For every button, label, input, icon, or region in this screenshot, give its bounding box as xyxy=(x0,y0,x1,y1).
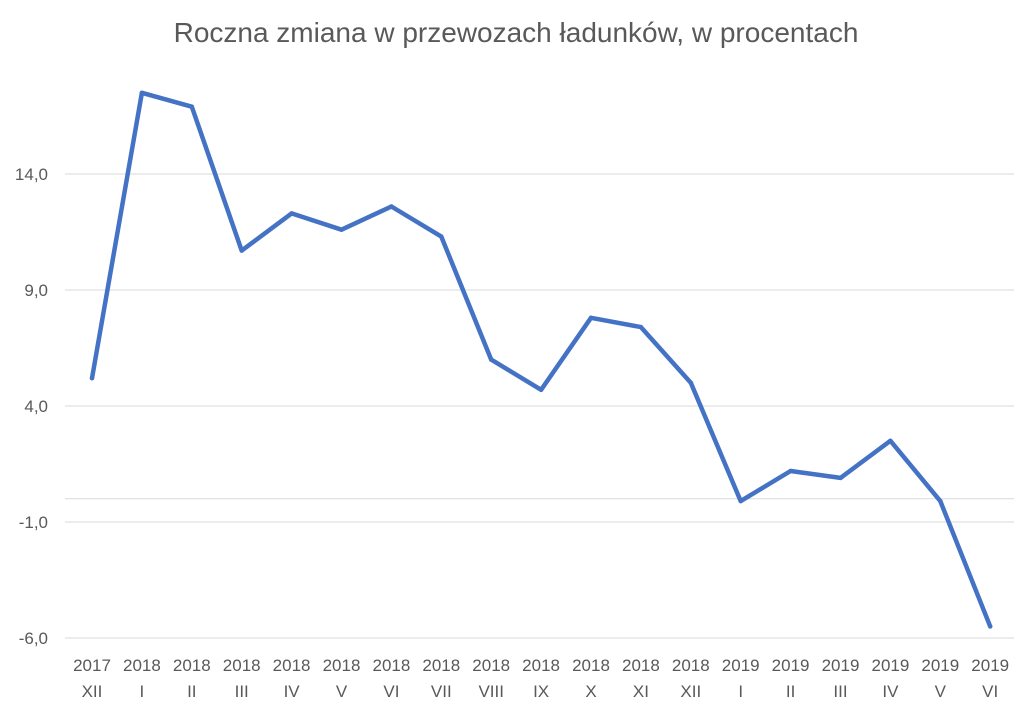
data-point xyxy=(89,375,95,381)
data-point xyxy=(638,324,644,330)
x-tick-year-label: 2018 xyxy=(472,656,510,675)
x-axis-tick-labels: 2017XII2018I2018II2018III2018IV2018V2018… xyxy=(73,656,1009,701)
x-tick-year-label: 2017 xyxy=(73,656,111,675)
x-tick-month-label: IV xyxy=(882,682,899,701)
x-tick-month-label: II xyxy=(786,682,795,701)
x-tick-year-label: 2018 xyxy=(672,656,710,675)
data-point xyxy=(988,624,993,629)
chart-title: Roczna zmiana w przewozach ładunków, w p… xyxy=(174,17,859,48)
data-point xyxy=(289,211,294,216)
x-tick-month-label: XII xyxy=(82,682,103,701)
data-point xyxy=(489,357,494,362)
x-tick-month-label: I xyxy=(738,682,743,701)
x-tick-year-label: 2019 xyxy=(871,656,909,675)
data-point xyxy=(688,380,693,385)
x-tick-month-label: X xyxy=(585,682,596,701)
data-point xyxy=(239,248,244,253)
data-point xyxy=(788,468,793,474)
x-tick-year-label: 2019 xyxy=(971,656,1009,675)
x-tick-month-label: IX xyxy=(533,682,549,701)
x-tick-month-label: XII xyxy=(680,682,701,701)
x-tick-year-label: 2018 xyxy=(572,656,610,675)
y-tick-label: -6,0 xyxy=(19,629,48,648)
x-tick-month-label: V xyxy=(336,682,348,701)
x-tick-year-label: 2018 xyxy=(223,656,261,675)
data-point xyxy=(888,438,893,443)
x-tick-month-label: III xyxy=(235,682,249,701)
x-tick-month-label: III xyxy=(833,682,847,701)
y-tick-label: 9,0 xyxy=(24,281,48,300)
y-axis-tick-labels: -6,0 -1,0 4,0 9,0 14,0 xyxy=(15,165,48,648)
data-point xyxy=(439,234,444,239)
x-tick-year-label: 2018 xyxy=(273,656,311,675)
x-tick-month-label: IV xyxy=(284,682,301,701)
x-tick-year-label: 2018 xyxy=(323,656,361,675)
x-tick-year-label: 2019 xyxy=(772,656,810,675)
x-tick-month-label: XI xyxy=(633,682,649,701)
data-point xyxy=(588,315,594,321)
y-tick-label: -1,0 xyxy=(19,513,48,532)
x-tick-year-label: 2018 xyxy=(422,656,460,675)
x-tick-year-label: 2019 xyxy=(722,656,760,675)
x-tick-year-label: 2018 xyxy=(372,656,410,675)
x-tick-year-label: 2018 xyxy=(173,656,211,675)
x-tick-year-label: 2018 xyxy=(522,656,560,675)
y-tick-label: 14,0 xyxy=(15,165,48,184)
data-point xyxy=(339,227,344,232)
data-point xyxy=(938,498,943,504)
x-tick-year-label: 2018 xyxy=(622,656,660,675)
x-tick-year-label: 2019 xyxy=(921,656,959,675)
y-tick-label: 4,0 xyxy=(24,397,48,416)
x-tick-month-label: VI xyxy=(982,682,998,701)
series-layer xyxy=(89,90,993,629)
data-point xyxy=(538,387,544,392)
x-tick-month-label: I xyxy=(140,682,145,701)
x-tick-month-label: V xyxy=(935,682,947,701)
series-line-0 xyxy=(89,90,993,629)
data-point xyxy=(139,90,145,96)
data-point xyxy=(738,498,743,504)
x-tick-month-label: VIII xyxy=(478,682,504,701)
data-point xyxy=(389,204,394,209)
x-tick-year-label: 2018 xyxy=(123,656,161,675)
x-tick-month-label: VII xyxy=(431,682,452,701)
data-point xyxy=(189,104,194,109)
x-tick-year-label: 2019 xyxy=(822,656,860,675)
x-tick-month-label: II xyxy=(187,682,196,701)
x-tick-month-label: VI xyxy=(383,682,399,701)
grid-lines xyxy=(65,173,1014,639)
data-point xyxy=(838,475,843,481)
